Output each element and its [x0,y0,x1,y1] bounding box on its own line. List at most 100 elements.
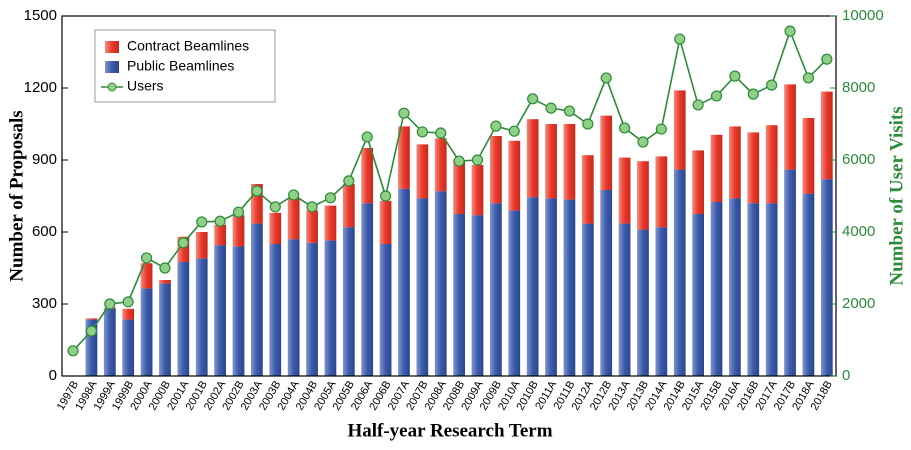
bar-segment [765,203,778,376]
bar-segment [637,229,649,376]
bar-segment [655,227,668,376]
bar-segment [398,126,410,189]
bar-segment [508,210,521,376]
marker [379,190,392,202]
bar-segment [306,210,318,243]
legend-marker [107,82,117,92]
bar-segment [508,140,521,211]
marker [637,136,649,148]
marker [508,125,520,137]
bar-segment [416,198,429,376]
bar-segment [379,200,392,244]
legend-label: Public Beamlines [127,58,234,74]
bar-segment [673,169,686,376]
y-tick-label: 600 [32,223,57,240]
bar-segment [581,155,594,224]
bar-segment [637,161,649,230]
bar-segment [784,169,796,376]
bar-segment [526,119,539,198]
marker [122,296,134,308]
bar-segment [820,91,833,180]
plot-frame [61,15,837,377]
bar-segment [710,134,723,202]
bar-segment [324,240,337,376]
bar-segment [85,319,98,376]
marker [655,123,667,135]
bar-segment [214,245,226,376]
bar-segment [434,138,447,192]
bar-segment [159,283,171,376]
bar-segment [250,223,263,376]
marker [692,99,704,111]
bar-segment [361,203,374,376]
bar-segment [729,198,741,376]
x-axis-title: Half-year Research Term [347,420,552,441]
bar-segment [692,150,704,214]
bar-segment [214,224,226,246]
bar-segment [159,280,171,284]
y2-tick-label: 8000 [842,79,875,96]
bar-segment [692,214,704,376]
legend-swatch [105,41,119,53]
y2-tick-label: 0 [842,367,850,384]
bar-segment [563,124,576,200]
legend-label: Users [127,78,164,94]
marker [729,70,741,82]
y2-tick-label: 10000 [842,7,884,24]
bar-segment [269,244,282,376]
marker [747,88,759,100]
bar-segment [655,156,668,228]
bar-segment [489,203,502,376]
marker [802,72,815,84]
marker [67,345,79,357]
bar-segment [729,126,741,199]
marker [563,105,576,117]
marker [545,102,557,114]
bar-segment [673,90,686,170]
marker [306,201,318,213]
y-axis-title: Number of Proposals [6,110,27,281]
marker [710,90,723,102]
marker [85,325,98,337]
bar-segment [342,227,355,376]
bar-segment [416,144,429,199]
marker [453,155,465,167]
bar-segment [820,179,833,376]
bar-segment [563,199,576,376]
marker [104,298,116,310]
marker [361,131,373,143]
bar-segment [195,232,208,259]
marker [324,192,337,204]
marker [490,120,502,132]
y-tick-label: 0 [49,367,57,384]
bar-segment [489,136,502,204]
bar-segment [361,148,374,204]
marker [251,185,263,197]
bar-segment [710,202,723,376]
marker [821,53,833,65]
bar-segment [140,288,153,376]
bar-segment [526,197,539,376]
marker [159,262,171,274]
bar-segment [471,215,484,376]
marker [766,79,778,91]
bar-segment [398,188,410,376]
bar-segment [618,223,631,376]
bar-segment [379,244,392,376]
legend-box [94,29,276,103]
bar-segment [747,132,760,204]
marker [288,189,300,201]
bar-segment [195,258,208,376]
bar-segment [765,125,778,204]
marker [343,175,355,187]
y-tick-label: 1500 [24,7,57,24]
marker [784,25,796,37]
marker [232,206,245,218]
bar-segment [784,84,796,170]
bar-segment [122,319,135,376]
bar-segment [287,239,300,376]
bar-segment [140,263,153,289]
bar-segment [103,308,116,376]
bar-segment [324,205,337,241]
